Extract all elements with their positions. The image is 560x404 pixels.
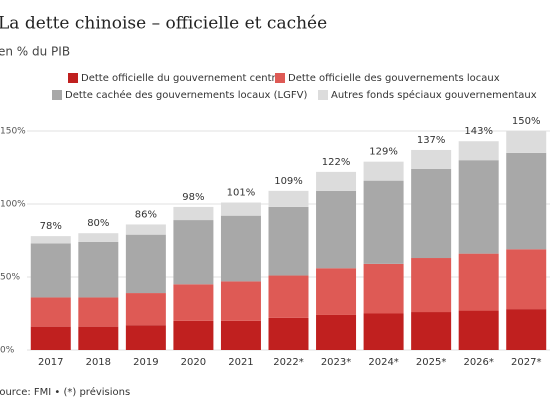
x-tick-label: 2021 — [228, 357, 253, 368]
bar-segment — [125, 293, 166, 326]
legend-label: Autres fonds spéciaux gouvernementaux — [331, 89, 537, 101]
total-label: 86% — [135, 209, 157, 220]
bar-segment — [458, 141, 499, 161]
bar-segment — [411, 312, 452, 350]
x-tick-label: 2024* — [368, 357, 398, 368]
bar-segment — [506, 152, 547, 250]
bar-segment — [78, 241, 119, 298]
x-tick-label: 2023* — [321, 357, 351, 368]
x-tick-label: 2025* — [416, 357, 446, 368]
bar-segment — [411, 258, 452, 313]
bar-segment — [268, 206, 309, 276]
x-tick-label: 2027* — [511, 357, 541, 368]
bar-segment — [220, 202, 261, 216]
y-tick-label: 50% — [0, 273, 20, 283]
legend-label: Dette officielle du gouvernement central — [81, 73, 285, 84]
bar-segment — [78, 326, 119, 350]
bar-segment — [78, 233, 119, 242]
bar-segment — [173, 284, 214, 321]
chart-subtitle: en % du PIB — [0, 45, 70, 59]
total-label: 143% — [464, 126, 493, 137]
bar-segment — [411, 168, 452, 259]
x-tick-label: 2026* — [463, 357, 493, 368]
x-tick-label: 2018 — [86, 357, 111, 368]
total-label: 137% — [417, 135, 446, 146]
bar-segment — [363, 161, 404, 181]
total-label: 80% — [87, 218, 109, 229]
bar-segment — [30, 243, 71, 298]
y-tick-label: 150% — [0, 127, 26, 137]
bar-segment — [173, 206, 214, 221]
chart-title: La dette chinoise – officielle et cachée — [0, 14, 327, 34]
bar-segment — [268, 317, 309, 350]
y-tick-label: 0% — [0, 346, 15, 356]
y-tick-label: 100% — [0, 200, 26, 210]
bar-segment — [78, 297, 119, 327]
total-label: 122% — [322, 157, 351, 168]
x-tick-label: 2022* — [273, 357, 303, 368]
bar-segment — [363, 180, 404, 264]
bar-segment — [506, 249, 547, 310]
bar-segment — [268, 190, 309, 207]
bar-segment — [316, 314, 357, 350]
bar-segment — [220, 281, 261, 321]
bar-segment — [125, 325, 166, 350]
legend-label: Dette officielle des gouvernements locau… — [288, 73, 500, 84]
total-label: 98% — [182, 192, 204, 203]
legend-swatch — [318, 90, 328, 100]
legend-swatch — [52, 90, 62, 100]
bar-segment — [363, 263, 404, 314]
total-label: 78% — [40, 221, 62, 232]
bar-segment — [30, 236, 71, 244]
bar-segment — [125, 234, 166, 294]
bar-segment — [173, 220, 214, 285]
total-label: 109% — [274, 176, 303, 187]
bar-segment — [220, 320, 261, 350]
x-tick-label: 2020 — [181, 357, 206, 368]
total-label: 101% — [227, 188, 256, 199]
bar-segment — [316, 190, 357, 269]
total-label: 150% — [512, 116, 541, 127]
legend-swatch — [68, 73, 78, 83]
x-tick-label: 2017 — [38, 357, 63, 368]
x-tick-label: 2019 — [133, 357, 158, 368]
bar-segment — [173, 320, 214, 350]
bar-segment — [411, 149, 452, 169]
bar-segment — [363, 313, 404, 350]
bar-segment — [458, 253, 499, 311]
bar-segment — [458, 310, 499, 350]
bar-segment — [220, 215, 261, 282]
bar-segment — [506, 131, 547, 153]
bar-segment — [458, 160, 499, 254]
bar-segment — [316, 268, 357, 315]
bar-segment — [506, 309, 547, 350]
bar-segment — [30, 297, 71, 327]
bar-segment — [268, 275, 309, 318]
bar-segment — [316, 171, 357, 191]
legend-label: Dette cachée des gouvernements locaux (L… — [65, 89, 307, 101]
source: Source: FMI • (*) prévisions — [0, 386, 130, 398]
bar-segment — [30, 326, 71, 350]
legend-swatch — [275, 73, 285, 83]
bar-segment — [125, 224, 166, 235]
total-label: 129% — [369, 147, 398, 158]
